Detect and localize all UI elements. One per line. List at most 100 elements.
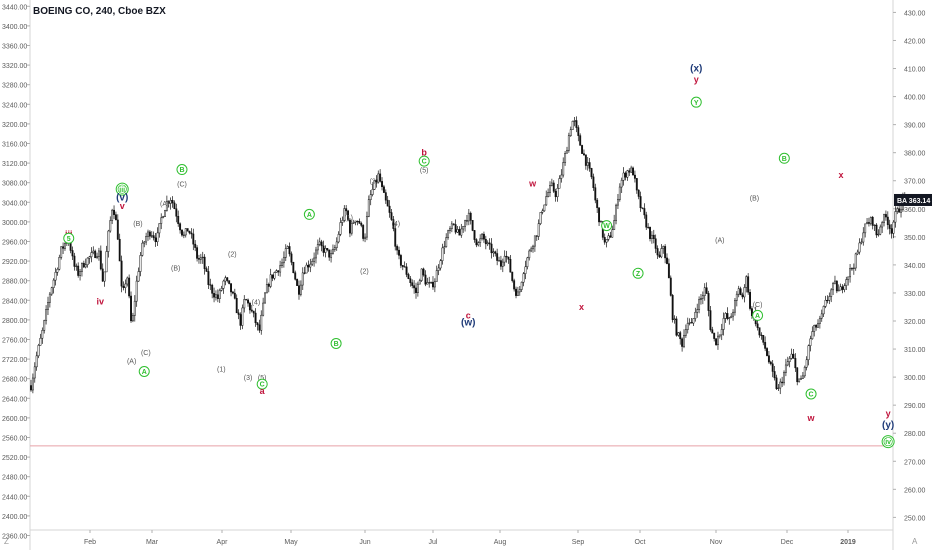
candle-body xyxy=(790,353,793,359)
candle-body xyxy=(464,220,467,227)
candle-body xyxy=(198,258,200,260)
candle-body xyxy=(669,277,672,296)
candle-body xyxy=(133,300,136,316)
candle-body xyxy=(803,366,806,377)
candle-body xyxy=(530,248,533,252)
wave-label: C xyxy=(809,392,814,399)
wave-label: (C) xyxy=(141,350,151,357)
wave-label: (x) xyxy=(690,64,702,75)
candle-body xyxy=(90,252,93,258)
candle-body xyxy=(809,338,812,346)
right-axis-tick-label: 310.00 xyxy=(904,347,926,354)
candle-body xyxy=(416,283,419,293)
candle-body xyxy=(165,201,168,211)
wave-label: a xyxy=(260,386,266,396)
candle-body xyxy=(390,212,393,220)
candle-body xyxy=(760,334,763,336)
candle-body xyxy=(726,313,729,319)
candle-body xyxy=(82,262,85,268)
candle-body xyxy=(884,214,887,218)
candle-body xyxy=(847,276,850,280)
candle-body xyxy=(543,204,546,212)
candle-body xyxy=(843,285,846,290)
candle-body xyxy=(430,281,433,284)
wave-label: iv xyxy=(885,439,891,446)
candle-body xyxy=(698,299,701,310)
candle-body xyxy=(798,378,801,383)
candle-body xyxy=(873,224,876,226)
wave-labels: iii5iviii(v)v(B)(A)A(C)(B)(A)(C)B(2)(1)(… xyxy=(63,64,895,449)
candle-body xyxy=(196,247,199,259)
candle-body xyxy=(207,271,210,285)
candle-body xyxy=(764,342,767,349)
candle-body xyxy=(48,293,51,303)
candle-body xyxy=(898,208,901,213)
left-axis-tick-label: 3440.00 xyxy=(2,4,27,11)
candle-body xyxy=(722,318,725,330)
candle-body xyxy=(654,238,657,249)
candle-body xyxy=(71,250,74,257)
candle-body xyxy=(560,174,563,179)
candle-body xyxy=(837,289,840,292)
candle-body xyxy=(600,221,602,223)
candle-body xyxy=(466,220,468,222)
candle-body xyxy=(777,387,780,389)
candle-body xyxy=(867,222,870,224)
candle-body xyxy=(681,338,684,347)
candle-body xyxy=(433,281,436,288)
candle-body xyxy=(243,299,246,309)
wave-label: (B) xyxy=(133,221,142,228)
candle-body xyxy=(360,223,363,226)
wave-label: (B) xyxy=(750,196,759,203)
right-axis-tick-label: 360.00 xyxy=(904,207,926,214)
candle-body xyxy=(373,180,376,190)
candle-body xyxy=(813,325,816,332)
wave-label: (3) xyxy=(370,179,379,186)
candle-body xyxy=(322,245,325,253)
candle-body xyxy=(496,253,499,261)
candle-body xyxy=(864,223,867,234)
right-axis-tick-label: 400.00 xyxy=(904,95,926,102)
candle-body xyxy=(692,318,695,324)
candle-body xyxy=(284,248,287,258)
candle-body xyxy=(817,323,819,328)
left-axis-tick-label: 2600.00 xyxy=(2,416,27,423)
candle-body xyxy=(369,194,372,200)
candle-body xyxy=(775,377,778,389)
candle-body xyxy=(88,256,91,259)
candle-body xyxy=(301,272,304,286)
wave-label: (C) xyxy=(177,182,187,189)
candle-body xyxy=(477,242,480,246)
candle-body xyxy=(399,255,402,266)
candle-body xyxy=(37,345,40,357)
candle-body xyxy=(450,223,453,229)
candle-body xyxy=(56,268,59,273)
wave-label-circle xyxy=(330,337,342,349)
right-axis-tick-label: 320.00 xyxy=(904,319,926,326)
candle-body xyxy=(539,212,542,224)
candle-body xyxy=(230,283,232,293)
candle-body xyxy=(871,216,874,226)
candle-body xyxy=(717,335,719,346)
candle-body xyxy=(656,248,659,256)
candle-body xyxy=(505,255,508,258)
auto-scale-toggle[interactable]: A xyxy=(912,537,918,546)
candle-body xyxy=(520,281,523,290)
candle-body xyxy=(347,210,350,221)
candle-body xyxy=(341,220,344,223)
candle-body xyxy=(60,246,63,258)
candle-body xyxy=(96,256,99,258)
candle-body xyxy=(267,283,270,287)
last-price-badge xyxy=(894,193,932,206)
candle-body xyxy=(224,277,227,282)
candle-body xyxy=(139,255,142,272)
candle-body xyxy=(486,242,489,245)
candle-body xyxy=(784,364,787,373)
candle-body xyxy=(350,222,353,234)
candle-body xyxy=(664,246,667,259)
timezone-toggle[interactable]: Z xyxy=(4,537,9,546)
wave-label-circle xyxy=(138,365,150,377)
left-axis-tick-label: 3000.00 xyxy=(2,220,27,227)
candle-body xyxy=(418,280,421,285)
